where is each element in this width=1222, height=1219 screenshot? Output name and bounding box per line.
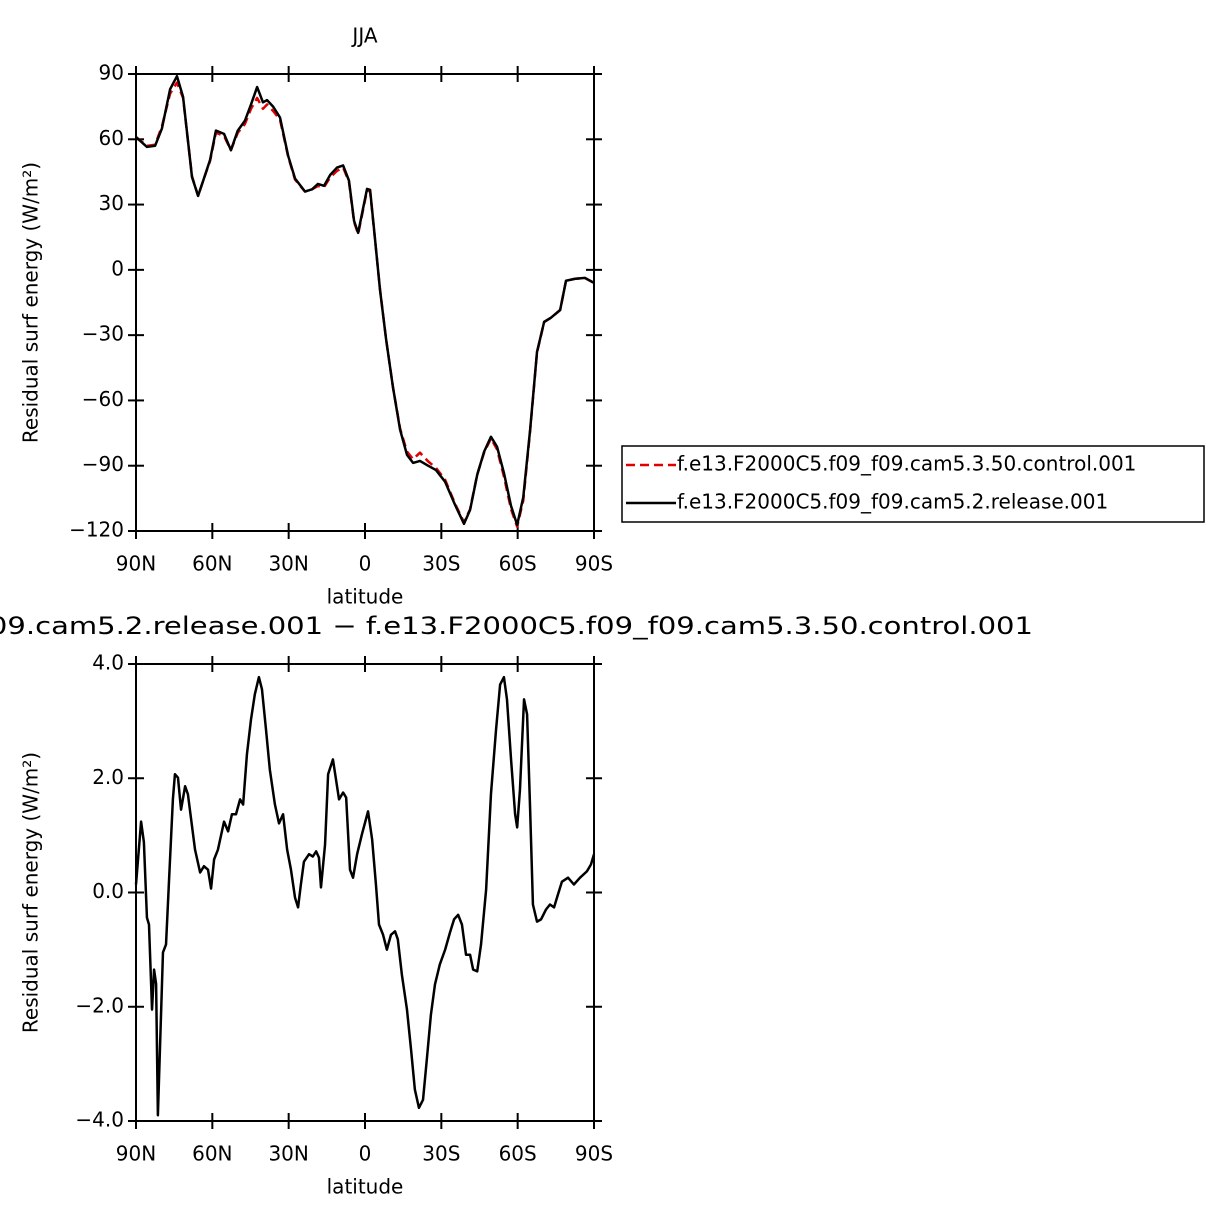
y-tick-label: −4.0 bbox=[75, 1108, 124, 1132]
y-tick-label: 60 bbox=[99, 126, 124, 150]
x-tick-label: 60S bbox=[499, 1142, 537, 1166]
x-tick-label: 30S bbox=[422, 552, 460, 576]
y-tick-label: −30 bbox=[82, 322, 124, 346]
y-tick-label: 2.0 bbox=[92, 765, 124, 789]
y-tick-label: 30 bbox=[99, 191, 124, 215]
y-tick-label: −60 bbox=[82, 387, 124, 411]
x-tick-label: 60S bbox=[499, 552, 537, 576]
y-axis-label: Residual surf energy (W/m²) bbox=[19, 752, 43, 1033]
legend-box bbox=[621, 445, 1205, 523]
y-tick-label: −2.0 bbox=[75, 993, 124, 1017]
y-axis-label: Residual surf energy (W/m²) bbox=[19, 162, 43, 443]
plot-frame bbox=[135, 73, 595, 532]
chart-title: JJA bbox=[350, 24, 377, 48]
y-tick-label: 90 bbox=[99, 61, 124, 85]
x-tick-label: 90S bbox=[575, 1142, 613, 1166]
x-tick-label: 90N bbox=[116, 1142, 156, 1166]
chart-title: f.e13.F2000C5.f09_f09.cam5.2.release.001… bbox=[0, 612, 1033, 640]
x-tick-label: 60N bbox=[192, 552, 232, 576]
data-line bbox=[134, 675, 596, 1117]
data-line bbox=[135, 74, 595, 527]
y-tick-label: 4.0 bbox=[92, 651, 124, 675]
plot-frame bbox=[135, 663, 595, 1122]
x-axis-label: latitude bbox=[327, 1175, 404, 1199]
x-tick-label: 90N bbox=[116, 552, 156, 576]
x-tick-label: 30S bbox=[422, 1142, 460, 1166]
y-tick-label: −120 bbox=[69, 518, 124, 542]
x-tick-label: 30N bbox=[268, 552, 308, 576]
x-axis-label: latitude bbox=[327, 585, 404, 609]
x-tick-label: 0 bbox=[359, 1142, 372, 1166]
y-tick-label: −90 bbox=[82, 452, 124, 476]
x-tick-label: 30N bbox=[268, 1142, 308, 1166]
legend-label: f.e13.F2000C5.f09_f09.cam5.2.release.001 bbox=[677, 490, 1108, 514]
data-line bbox=[135, 81, 595, 528]
x-tick-label: 60N bbox=[192, 1142, 232, 1166]
legend-label: f.e13.F2000C5.f09_f09.cam5.3.50.control.… bbox=[677, 452, 1136, 476]
y-tick-label: 0 bbox=[111, 256, 124, 280]
x-tick-label: 90S bbox=[575, 552, 613, 576]
y-tick-label: 0.0 bbox=[92, 879, 124, 903]
x-tick-label: 0 bbox=[359, 552, 372, 576]
